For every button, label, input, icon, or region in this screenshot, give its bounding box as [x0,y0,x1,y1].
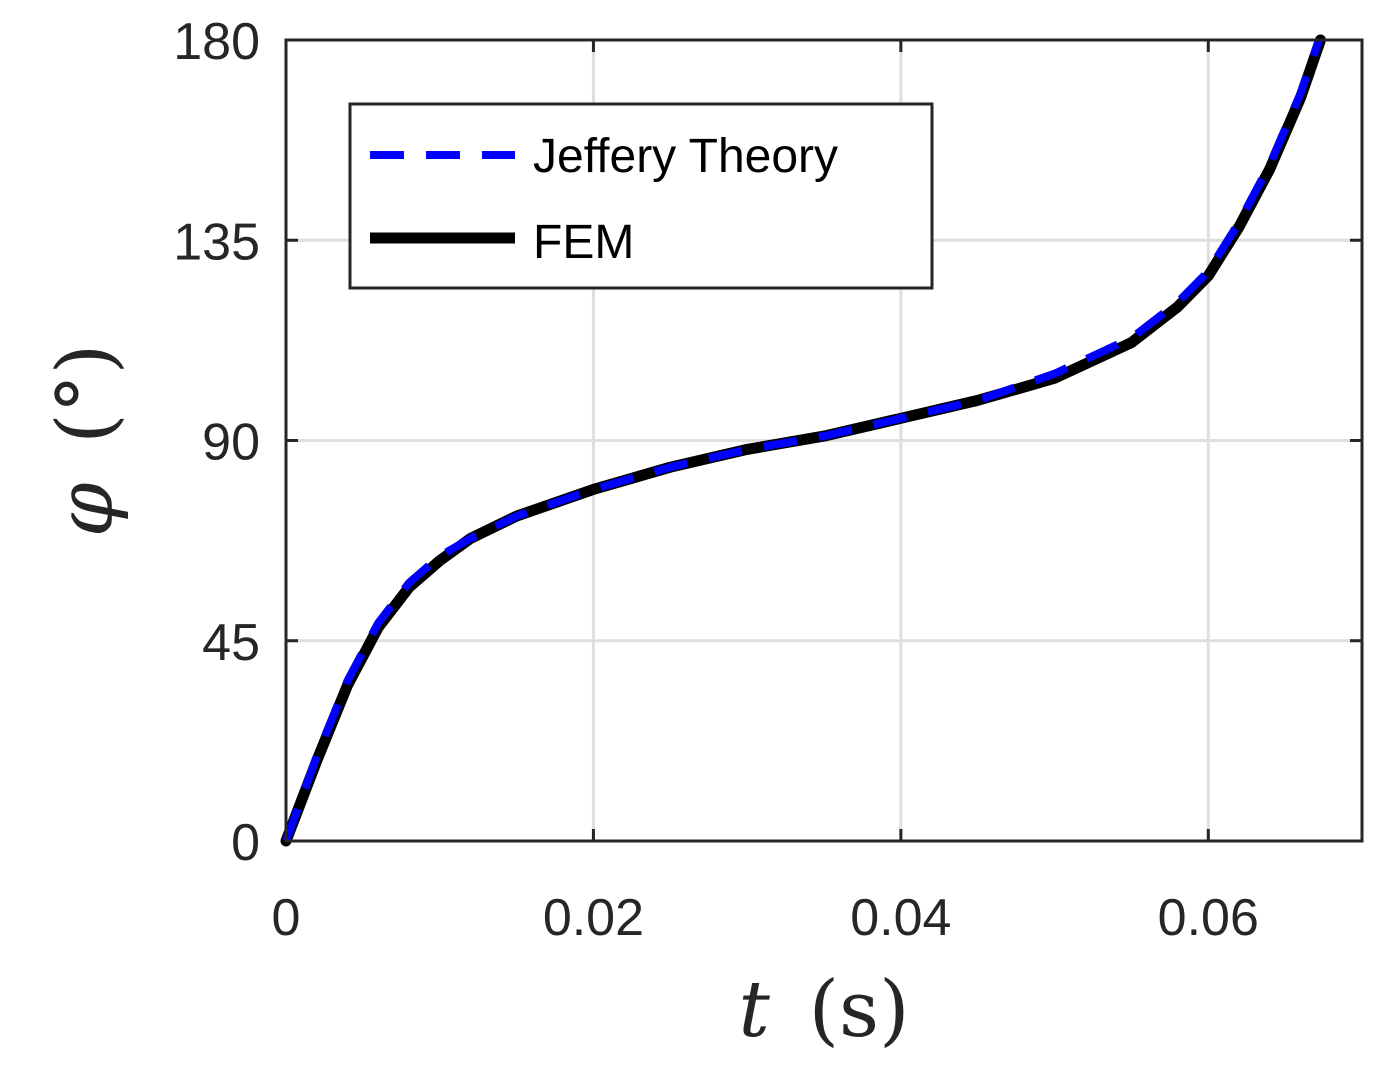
legend-box [348,102,934,290]
x-tick-label: 0 [272,889,301,947]
y-axis-label: φ (°) [41,344,131,537]
y-axis-variable: φ [41,482,131,537]
x-tick-label: 0.02 [543,889,644,947]
series-layer [280,34,1326,847]
x-axis-unit: (s) [809,965,910,1055]
x-axis-label: t (s) [738,965,909,1055]
ticks [284,38,1362,843]
y-tick-label: 135 [173,213,260,271]
x-tick-label: 0.04 [850,889,951,947]
x-axis-variable: t [738,965,770,1055]
x-tick-label: 0.06 [1158,889,1259,947]
legend-label-jeffery-theory: Jeffery Theory [533,130,838,183]
legend: Jeffery Theory FEM [348,102,934,290]
y-tick-label: 0 [231,814,260,872]
y-tick-label: 45 [202,614,260,672]
y-tick-label: 90 [202,414,260,472]
y-axis-unit: (°) [41,344,131,444]
tick-labels: 0 0.02 0.04 0.06 0 45 90 135 180 [173,13,1259,947]
series-line-jeffery-theory [282,38,1323,843]
y-tick-label: 180 [173,13,260,71]
legend-label-fem: FEM [533,216,634,269]
